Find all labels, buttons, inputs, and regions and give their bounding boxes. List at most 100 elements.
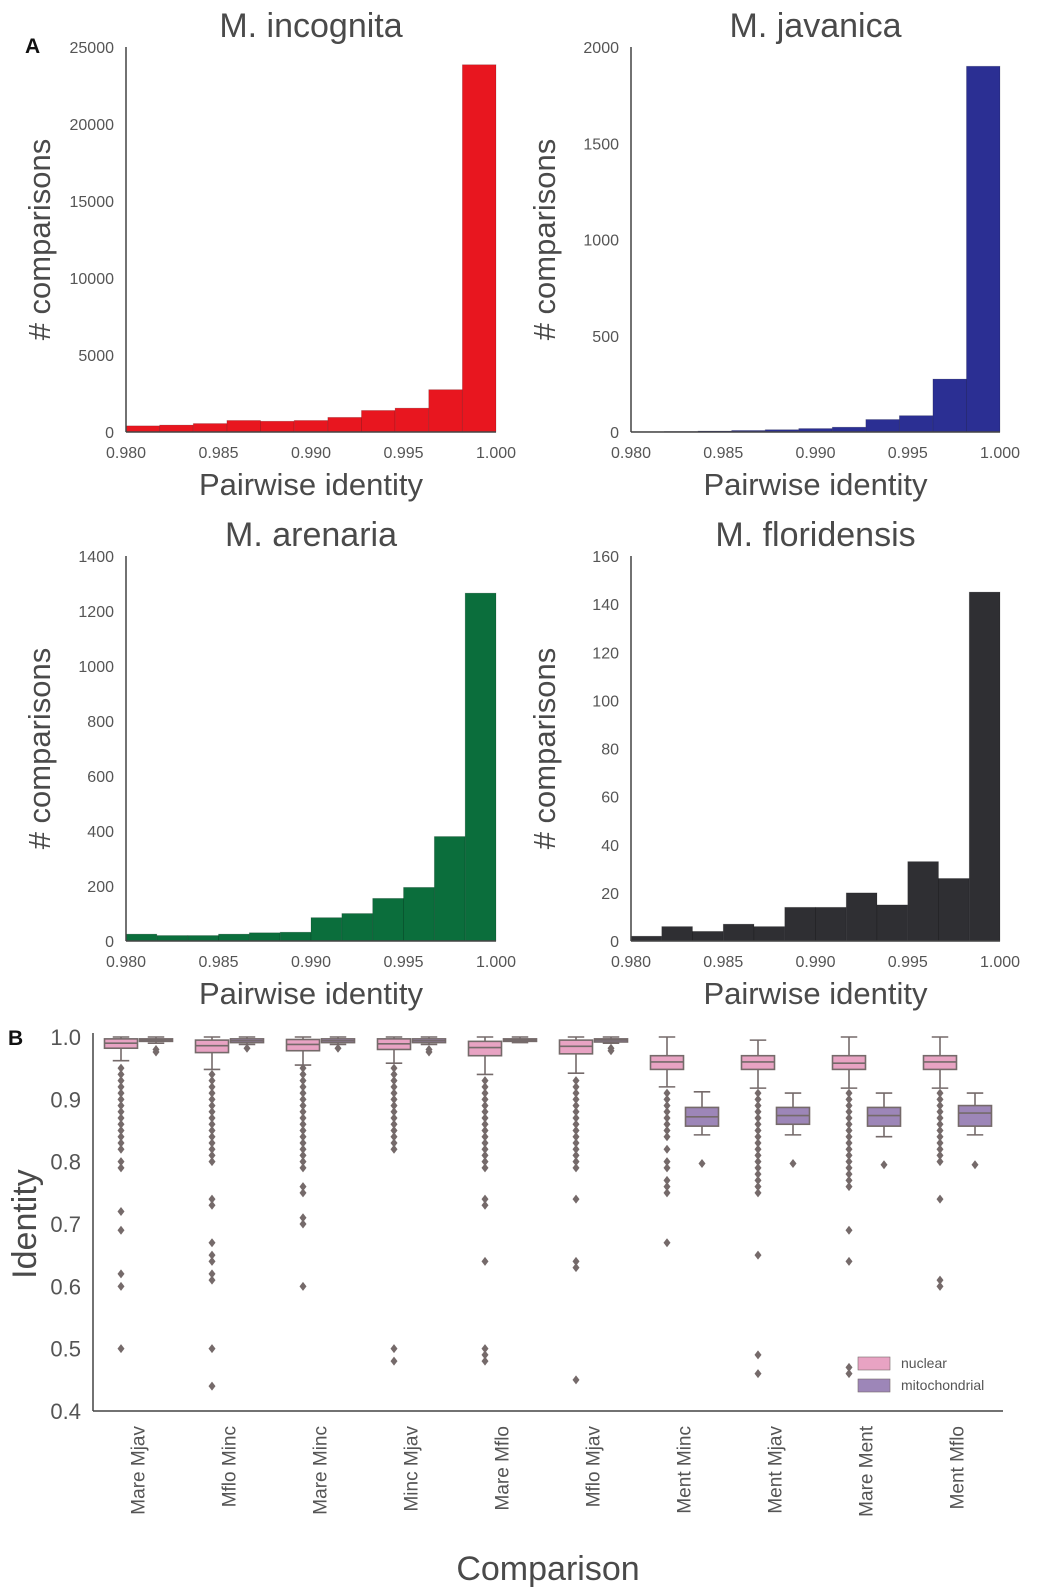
outlier-point	[572, 1088, 580, 1098]
y-tick-label: 60	[601, 790, 619, 807]
category-label: Mare Mflo	[493, 1426, 514, 1510]
x-tick-label: 0.995	[888, 445, 928, 462]
outlier-point	[117, 1076, 125, 1086]
outlier-point	[390, 1063, 398, 1073]
outlier-point	[299, 1126, 307, 1135]
panel-label-b: B	[8, 1027, 23, 1050]
hist-bar	[464, 592, 497, 942]
histogram-m-incognita: 0 5000 10000 15000 20000 25000 0.980 0.985 0.990…	[22, 7, 516, 502]
outlier-point	[845, 1182, 853, 1192]
outlier-point	[845, 1126, 853, 1135]
outlier-point	[390, 1126, 398, 1135]
outlier-point	[754, 1113, 762, 1123]
outlier-point	[208, 1107, 216, 1117]
y-tick-label: 0	[105, 425, 114, 442]
y-axis-label: # comparisons	[527, 648, 562, 850]
hist-bar	[966, 65, 1001, 433]
outlier-point	[117, 1082, 125, 1092]
category-label: Mare Minc	[311, 1426, 332, 1515]
y-tick-label: 500	[592, 329, 619, 346]
outlier-point	[299, 1069, 307, 1079]
outlier-point	[208, 1157, 216, 1167]
y-tick-label: 0.9	[50, 1087, 81, 1112]
outlier-point	[117, 1157, 125, 1167]
outlier-point	[208, 1381, 216, 1391]
y-tick-label: 1.0	[50, 1025, 81, 1050]
y-tick-label: 80	[601, 742, 619, 759]
outlier-point	[936, 1194, 944, 1204]
outlier-point	[572, 1375, 580, 1385]
outlier-point	[936, 1281, 944, 1291]
outlier-point	[208, 1150, 216, 1160]
outlier-point	[299, 1150, 307, 1160]
outlier-point	[663, 1113, 671, 1123]
outlier-point	[299, 1182, 307, 1192]
hist-bar	[461, 64, 497, 433]
chart-title: M. arenaria	[225, 516, 397, 554]
hist-bar	[125, 933, 158, 942]
outlier-point	[208, 1238, 216, 1248]
x-tick-label: 0.995	[888, 954, 928, 971]
outlier-point	[208, 1094, 216, 1104]
outlier-point	[481, 1256, 489, 1266]
x-tick-label: 0.990	[795, 954, 835, 971]
y-tick-label: 0	[610, 425, 619, 442]
category-label: Minc Mjav	[402, 1426, 423, 1512]
outlier-point	[663, 1126, 671, 1135]
outlier-point	[880, 1160, 888, 1170]
outlier-point	[572, 1082, 580, 1092]
outlier-point	[208, 1101, 216, 1111]
x-tick-label: 0.985	[198, 954, 238, 971]
chart-title: M. incognita	[219, 7, 402, 45]
outlier-point	[845, 1113, 853, 1123]
outlier-point	[208, 1144, 216, 1154]
outlier-point	[208, 1269, 216, 1279]
outlier-point	[117, 1126, 125, 1135]
outlier-point	[481, 1200, 489, 1210]
outlier-point	[117, 1269, 125, 1279]
x-tick-label: 0.980	[611, 445, 651, 462]
outlier-point	[299, 1188, 307, 1198]
outlier-point	[754, 1126, 762, 1135]
x-axis-label: Pairwise identity	[704, 976, 928, 1011]
outlier-point	[299, 1144, 307, 1154]
hist-bar	[218, 933, 250, 942]
category-label: Ment Mflo	[948, 1426, 969, 1509]
outlier-point	[754, 1188, 762, 1198]
hist-bar	[845, 892, 878, 942]
hist-bar	[865, 419, 900, 433]
outlier-point	[845, 1101, 853, 1111]
outlier-point	[481, 1094, 489, 1104]
outlier-point	[936, 1157, 944, 1167]
outlier-point	[481, 1157, 489, 1167]
outlier-point	[390, 1082, 398, 1092]
outlier-point	[299, 1157, 307, 1167]
hist-bar	[753, 926, 786, 942]
outlier-point	[754, 1144, 762, 1154]
outlier-point	[299, 1107, 307, 1117]
outlier-point	[845, 1169, 853, 1179]
outlier-point	[390, 1107, 398, 1117]
outlier-point	[481, 1138, 489, 1148]
hist-bar	[226, 420, 261, 433]
outlier-point	[572, 1256, 580, 1266]
y-tick-label: 0.6	[50, 1274, 81, 1299]
outlier-point	[390, 1094, 398, 1104]
outlier-point	[208, 1132, 216, 1142]
outlier-point	[208, 1344, 216, 1354]
y-tick-label: 25000	[70, 40, 115, 57]
outlier-point	[845, 1175, 853, 1185]
outlier-point	[299, 1163, 307, 1173]
outlier-point	[481, 1150, 489, 1160]
outlier-point	[299, 1076, 307, 1086]
outlier-point	[845, 1157, 853, 1167]
outlier-point	[754, 1101, 762, 1111]
outlier-point	[754, 1163, 762, 1173]
outlier-point	[936, 1113, 944, 1123]
outlier-point	[572, 1113, 580, 1123]
outlier-point	[572, 1157, 580, 1167]
y-tick-label: 1400	[78, 549, 114, 566]
outlier-point	[572, 1150, 580, 1160]
x-tick-label: 0.995	[383, 445, 423, 462]
category-label: Ment Minc	[675, 1426, 696, 1514]
